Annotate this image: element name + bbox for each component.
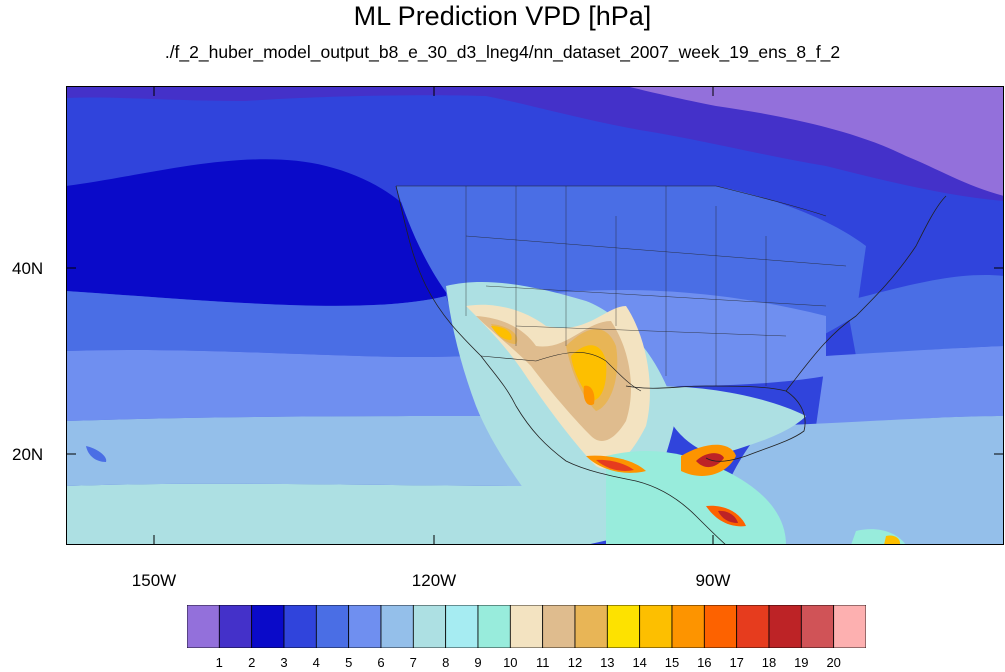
colorbar-label: 15 <box>664 655 680 670</box>
field-northeast-light <box>626 86 1004 196</box>
y-tick-label: 40N <box>12 259 44 278</box>
coastline-gulf <box>625 385 806 462</box>
colorbar-swatch <box>412 605 447 648</box>
x-tick-label: 120W <box>411 571 457 590</box>
field-dark-band <box>66 159 446 306</box>
field-ocean-band-2 <box>66 349 496 421</box>
colorbar-swatch <box>736 605 770 648</box>
colorbar-swatch <box>348 605 382 648</box>
colorbar-label: 17 <box>729 655 744 670</box>
colorbar-label: 12 <box>567 655 583 670</box>
colorbar-swatch <box>187 605 220 648</box>
colorbar-label: 5 <box>345 655 353 670</box>
colorbar-label: 8 <box>442 655 450 670</box>
map-subtitle: ./f_2_huber_model_output_b8_e_30_d3_lneg… <box>164 42 841 62</box>
y-tick-label: 20N <box>12 445 44 464</box>
colorbar-swatch <box>574 605 608 648</box>
colorbar-swatch <box>218 605 253 648</box>
field-hot-3 <box>583 385 595 406</box>
colorbar-swatch <box>315 605 350 648</box>
colorbar-swatch <box>283 605 317 648</box>
colorbar-swatch <box>380 605 414 648</box>
colorbar-label: 1 <box>215 655 223 670</box>
colorbar-label: 19 <box>794 655 809 670</box>
field-hot-2 <box>491 326 607 401</box>
x-tick-label: 90W <box>695 571 731 590</box>
colorbar-label: 16 <box>697 655 712 670</box>
field-gulf <box>656 386 806 456</box>
field-ocean-tropics <box>66 483 586 545</box>
x-tick-label: 150W <box>131 571 177 590</box>
colorbar-swatch <box>768 605 802 648</box>
colorbar-swatch <box>251 605 285 648</box>
map-frame <box>66 86 1004 545</box>
colorbar-label: 14 <box>632 655 647 670</box>
axis-ticks <box>66 86 1004 545</box>
field-caribbean-hot <box>884 535 901 545</box>
field-hond-hot <box>718 510 738 523</box>
colorbar-label: 13 <box>600 655 615 670</box>
field-ca-hot-1 <box>596 459 634 471</box>
colorbar-swatch <box>542 605 576 648</box>
field-atlantic-2 <box>816 346 1004 426</box>
colorbar-swatch <box>477 605 511 648</box>
field-ocean-band-3 <box>66 416 536 486</box>
colorbar-swatch <box>445 605 479 648</box>
colorbar-swatch <box>800 605 835 648</box>
colorbar-label: 6 <box>377 655 385 670</box>
colorbar-swatch <box>833 605 866 648</box>
us-canada-border <box>396 185 827 217</box>
field-atlantic-1 <box>846 275 1004 356</box>
state-lines <box>465 186 847 386</box>
colorbar-swatch <box>639 605 673 648</box>
colorbar-swatch <box>606 605 641 648</box>
colorbar-label: 7 <box>409 655 417 670</box>
us-mexico-border <box>480 352 642 392</box>
map-title: ML Prediction VPD [hPa] <box>353 1 652 31</box>
vpd-map <box>66 86 1004 545</box>
coastline-east <box>785 195 947 392</box>
colorbar-label: 9 <box>474 655 482 670</box>
colorbar-label: 4 <box>312 655 320 670</box>
field-atlantic-3 <box>706 416 1004 545</box>
colorbar-label: 2 <box>248 655 256 670</box>
colorbar-swatch <box>671 605 705 648</box>
coastline-west <box>395 185 727 545</box>
field-ocean-band-1 <box>66 291 466 358</box>
colorbar-label: 18 <box>761 655 777 670</box>
colorbar-label: 20 <box>826 655 841 670</box>
colorbar-label: 3 <box>280 655 288 670</box>
colorbar-label: 11 <box>535 655 550 670</box>
colorbar <box>187 605 866 648</box>
colorbar-swatch <box>509 605 544 648</box>
field-hawaii <box>86 446 107 462</box>
colorbar-label: 10 <box>503 655 518 670</box>
colorbar-swatch <box>703 605 738 648</box>
